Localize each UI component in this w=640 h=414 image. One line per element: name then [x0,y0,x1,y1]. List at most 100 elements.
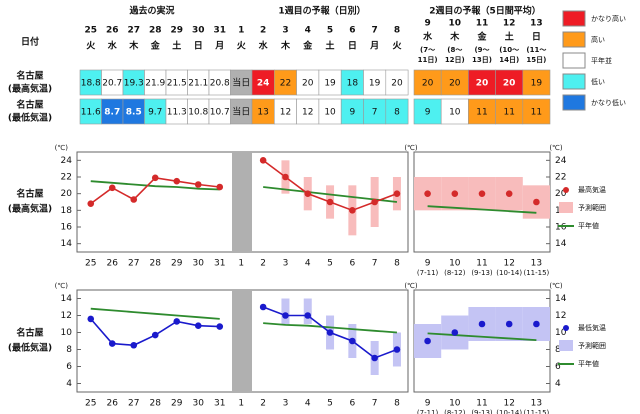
x-sublabel: (10-14) [496,409,522,414]
cell-value: 20 [503,79,516,89]
date-day: 12 [503,19,516,29]
normal-line [427,332,537,342]
series-point [393,346,401,353]
heading-week2: 2週目の予報（5日間平均） [429,5,541,17]
cell-value: 22 [280,79,291,89]
row-label: 名古屋 [16,99,43,111]
cell-value: 20.7 [102,79,122,89]
series-point [349,337,356,345]
x-tick-label: 7 [372,399,378,409]
x-tick-label: 31 [214,399,225,409]
y-unit: (℃) [55,144,69,152]
legend-label: 最高気温 [578,185,606,194]
series-point [259,157,267,164]
date-day: 11 [476,19,489,29]
legend-label: かなり高い [591,14,626,23]
cell-value: 20 [422,79,434,89]
cell-value: 10.7 [210,108,230,118]
date-day: 28 [149,26,162,36]
legend-marker [559,340,573,351]
series-point [87,315,95,323]
series-point [130,341,138,349]
series-point [194,322,202,330]
series-point [326,198,334,206]
table-cell [413,69,442,96]
cell-value: 18 [347,79,359,89]
x-tick-label: 8 [394,259,400,269]
x-tick-label: 9 [425,259,431,269]
date-day: 25 [84,26,97,36]
date-period: 15日) [526,56,546,64]
series-point [478,320,486,328]
y-tick-label: 14 [61,239,73,249]
date-period: (8～ [447,46,462,54]
date-period: 12日) [445,56,465,64]
cell-value: 11 [531,108,542,118]
date-day: 6 [349,26,355,36]
row-label: (最高気温) [8,83,52,95]
x-tick-label: 28 [150,399,162,409]
x-sublabel: (8-12) [444,409,466,414]
y-tick-label: 14 [555,294,567,304]
y-tick-label: 14 [555,239,567,249]
cell-value: 18.8 [81,79,101,89]
cell-value: 19.3 [124,79,144,89]
y-tick-label: 12 [61,311,72,321]
cell-value: 当日 [232,77,250,89]
series-point [533,320,540,328]
x-tick-label: 10 [449,399,461,409]
series-point [151,174,159,182]
cell-value: 8 [394,108,400,118]
y-tick-label: 20 [61,189,73,199]
date-weekday: 木 [128,40,139,52]
forecast-range [281,298,290,324]
x-tick-label: 8 [394,399,400,409]
date-day: 2 [260,26,266,36]
table-cell [413,98,442,125]
heading-week1: 1週目の予報（日別） [278,5,365,17]
x-tick-label: 4 [305,399,311,409]
date-weekday: 月 [214,41,224,52]
today-band [232,290,252,392]
cell-value: 19 [531,79,543,89]
date-day: 5 [327,26,333,36]
cell-value: 21.9 [145,79,165,89]
date-weekday: 木 [280,40,291,52]
date-day: 31 [213,26,226,36]
series-point [451,329,459,336]
x-tick-label: 1 [238,259,244,269]
y-unit: (℃) [55,282,69,290]
cell-value: 9 [425,108,431,118]
date-weekday: 月 [369,41,379,52]
cell-value: 10.8 [188,108,208,118]
legend-label: 予測範囲 [578,341,606,350]
normal-line [90,180,220,191]
x-tick-label: 5 [327,259,333,269]
legend-marker [563,325,569,331]
date-day: 26 [106,26,119,36]
series-point [87,200,95,207]
normal-line [427,205,537,214]
date-period: (11～ [526,46,546,54]
x-sublabel: (10-14) [496,269,522,277]
series-point [259,303,267,311]
date-day: 3 [282,26,288,36]
legend-marker [563,187,569,193]
y-tick-label: 24 [555,156,567,166]
series-point [478,190,486,197]
cell-value: 9 [349,108,355,118]
x-tick-label: 3 [283,399,289,409]
cell-value: 20 [302,79,314,89]
cell-value: 20 [449,79,461,89]
cell-value: 8.5 [126,108,142,118]
x-tick-label: 29 [171,259,183,269]
x-tick-label: 10 [449,259,461,269]
date-period: (9～ [474,46,489,54]
cell-value: 当日 [232,106,250,118]
x-tick-label: 30 [193,399,205,409]
table-cell [495,69,524,96]
legend-swatch [562,10,586,27]
x-tick-label: 3 [283,259,289,269]
series-point [393,190,401,197]
x-sublabel: (9-13) [471,269,493,277]
